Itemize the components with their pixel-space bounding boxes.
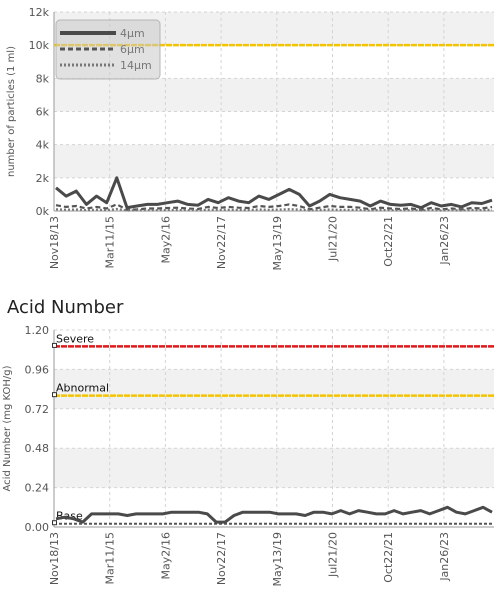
x-tick-label: Nov18/13	[48, 216, 61, 269]
x-tick-label: Mar11/15	[104, 216, 117, 268]
grid-band	[54, 448, 494, 488]
series-line-1	[55, 176, 493, 210]
grid-band	[54, 369, 494, 409]
series-line-1	[55, 505, 493, 524]
y-tick-label: 0.96	[25, 363, 50, 376]
x-tick-label: May13/19	[271, 532, 284, 586]
limit-marker	[52, 342, 57, 348]
x-tick-label: Oct22/21	[382, 532, 395, 583]
plot-area	[54, 330, 494, 527]
x-tick-label: Jul21/20	[326, 532, 339, 578]
x-tick-label: Nov22/17	[215, 216, 228, 269]
y-tick-label: 8k	[36, 72, 50, 85]
legend-label-3: 14µm	[120, 59, 152, 72]
acid-number-chart: 0.00 0.24 0.48 0.72 0.96 1.20 Nov18/13 Mar11/15…	[2, 324, 494, 586]
x-tick-label: May2/16	[159, 216, 172, 263]
y-tick-label: 0.48	[25, 442, 50, 455]
limit-label-abnormal: Abnormal	[56, 382, 109, 395]
particle-count-chart: 0k 2k 4k 6k 8k 10k 12k Nov18/13 Mar11/15 May2/16 N…	[6, 6, 494, 270]
y-tick-label: 6k	[36, 106, 50, 119]
y-tick-label: 0.00	[25, 521, 50, 534]
legend-label-2: 6µm	[120, 43, 145, 56]
x-tick-label: Jan26/23	[438, 532, 451, 582]
y-tick-label: 0k	[36, 205, 50, 218]
x-tick-label: Nov22/17	[215, 532, 228, 585]
x-tick-label: Mar11/15	[104, 532, 117, 584]
y-axis-label: number of particles (1 ml)	[6, 46, 17, 177]
x-tick-label: Oct22/21	[382, 216, 395, 267]
y-tick-label: 10k	[29, 39, 50, 52]
limit-marker	[52, 392, 57, 398]
limit-label-severe: Severe	[56, 332, 94, 345]
x-tick-label: Jan26/23	[438, 216, 451, 266]
y-tick-label: 0.24	[25, 482, 50, 495]
y-tick-label: 1.20	[25, 324, 50, 337]
y-axis-label: Acid Number (mg KOH/g)	[2, 365, 13, 491]
x-tick-label: May2/16	[159, 532, 172, 579]
y-tick-label: 4k	[36, 139, 50, 152]
y-tick-label: 12k	[29, 6, 50, 19]
series-line-3	[55, 207, 493, 212]
grid-band	[54, 144, 494, 178]
y-tick-label: 0.72	[25, 403, 50, 416]
x-tick-label: Nov18/13	[48, 532, 61, 585]
x-tick-label: May13/19	[271, 216, 284, 270]
grid-band	[54, 78, 494, 112]
limit-marker	[52, 520, 57, 526]
legend-label-1: 4µm	[120, 27, 145, 40]
x-tick-label: Jul21/20	[326, 216, 339, 262]
y-tick-label: 2k	[36, 172, 50, 185]
acid-number-title: Acid Number	[7, 297, 124, 318]
